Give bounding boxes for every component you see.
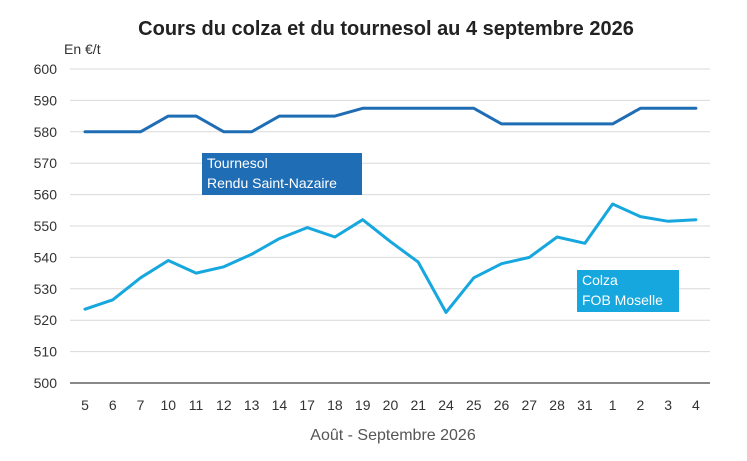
series-label-text: Tournesol xyxy=(207,155,268,171)
y-tick-label: 540 xyxy=(34,249,58,265)
x-tick-label: 27 xyxy=(522,397,538,413)
x-tick-label: 18 xyxy=(327,397,343,413)
x-tick-label: 3 xyxy=(664,397,672,413)
x-tick-label: 26 xyxy=(494,397,510,413)
y-tick-label: 600 xyxy=(34,61,58,77)
series-labels: Tournesol Rendu Saint-Nazaire Colza FOB Mos… xyxy=(202,153,679,312)
y-tick-label: 550 xyxy=(34,218,58,234)
y-tick-label: 530 xyxy=(34,281,58,297)
y-tick-label: 500 xyxy=(34,375,58,391)
y-tick-label: 510 xyxy=(34,344,58,360)
series-label-text: FOB Moselle xyxy=(582,292,663,308)
x-tick-label: 5 xyxy=(81,397,89,413)
tournesol-series-line xyxy=(83,106,698,134)
x-tick-label: 21 xyxy=(410,397,426,413)
y-tick-label: 520 xyxy=(34,312,58,328)
x-tick-label: 25 xyxy=(466,397,482,413)
chart-title: Cours du colza et du tournesol au 4 sept… xyxy=(138,18,634,40)
y-tick-label: 560 xyxy=(34,187,58,203)
x-tick-label: 1 xyxy=(609,397,617,413)
x-tick-labels: 5 6 7 10 11 12 13 14 17 18 19 20 21 24 25 26 27 28 31 1 2 3 4 xyxy=(81,397,700,413)
x-tick-label: 2 xyxy=(637,397,645,413)
x-tick-label: 17 xyxy=(299,397,315,413)
colza-series-line xyxy=(83,202,698,314)
y-axis-unit-label: En €/t xyxy=(64,41,101,57)
y-tick-label: 570 xyxy=(34,155,58,171)
x-tick-label: 20 xyxy=(383,397,399,413)
x-tick-label: 28 xyxy=(549,397,565,413)
y-tick-label: 580 xyxy=(34,124,58,140)
x-tick-label: 24 xyxy=(438,397,454,413)
x-tick-label: 10 xyxy=(161,397,177,413)
series-lines xyxy=(83,106,698,314)
x-tick-label: 14 xyxy=(272,397,288,413)
series-label-text: Colza xyxy=(582,272,618,288)
series-label-text: Rendu Saint-Nazaire xyxy=(207,175,337,191)
x-tick-label: 7 xyxy=(137,397,145,413)
y-tick-label: 590 xyxy=(34,92,58,108)
x-tick-label: 12 xyxy=(216,397,232,413)
x-tick-label: 11 xyxy=(189,397,204,413)
gridlines xyxy=(70,68,710,353)
x-tick-label: 19 xyxy=(355,397,371,413)
x-tick-label: 6 xyxy=(109,397,117,413)
y-tick-labels: 500 510 520 530 540 550 560 570 580 590 600 xyxy=(34,61,58,391)
colza-label-box xyxy=(577,270,679,312)
x-tick-label: 13 xyxy=(244,397,260,413)
x-tick-label: 31 xyxy=(577,397,593,413)
tournesol-label-box xyxy=(202,153,362,195)
x-axis-title: Août - Septembre 2026 xyxy=(310,427,476,444)
x-tick-label: 4 xyxy=(692,397,700,413)
